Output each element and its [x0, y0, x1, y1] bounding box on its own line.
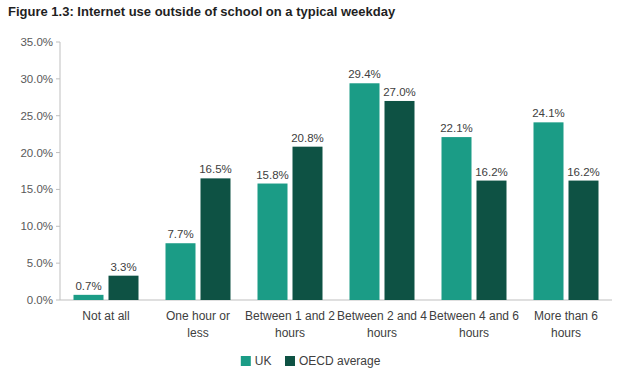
y-tick-label: 20.0% [20, 147, 53, 159]
y-tick [56, 226, 60, 227]
y-tick [56, 189, 60, 190]
x-tick-label: Not at all [82, 309, 129, 323]
x-tick-label-line: Between 4 and 6 [429, 309, 519, 323]
y-tick-label: 30.0% [20, 73, 53, 85]
bar [166, 243, 196, 300]
y-tick-label: 10.0% [20, 220, 53, 232]
data-label: 0.7% [75, 280, 101, 292]
chart-svg: Figure 1.3: Internet use outside of scho… [0, 0, 620, 377]
x-tick-label: Between 2 and 4 hours [337, 309, 427, 340]
x-tick-label-line: less [187, 326, 208, 340]
data-label: 16.2% [567, 166, 600, 178]
data-label: 7.7% [167, 228, 193, 240]
bar [442, 137, 472, 300]
y-tick-label: 15.0% [20, 183, 53, 195]
chart-container: Figure 1.3: Internet use outside of scho… [0, 0, 620, 377]
data-label: 29.4% [348, 68, 381, 80]
y-tick-label: 35.0% [20, 36, 53, 48]
bar [293, 147, 323, 300]
bar [385, 101, 415, 300]
y-tick [56, 263, 60, 264]
y-tick-label: 5.0% [27, 257, 53, 269]
bar [201, 178, 231, 300]
x-tick-label-line: One hour or [166, 309, 230, 323]
data-label: 22.1% [440, 122, 473, 134]
bar [258, 184, 288, 300]
y-tick [56, 115, 60, 116]
bar [534, 122, 564, 300]
y-tick [56, 300, 60, 301]
x-tick-label-line: Between 2 and 4 [337, 309, 427, 323]
bar [74, 295, 104, 300]
y-axis [60, 42, 61, 300]
data-label: 3.3% [110, 261, 136, 273]
y-tick-label: 0.0% [27, 294, 53, 306]
x-tick-label-line: hours [459, 326, 489, 340]
data-label: 16.5% [199, 163, 232, 175]
legend-swatch [285, 356, 295, 366]
y-tick [56, 78, 60, 79]
legend-label: OECD average [299, 354, 381, 368]
bars [74, 83, 599, 300]
y-tick [56, 152, 60, 153]
x-tick-label-line: More than 6 [534, 309, 598, 323]
x-tick-label-line: Not at all [82, 309, 129, 323]
x-tick-label: One hour or less [166, 309, 230, 340]
data-labels: 0.7% 7.7% 15.8% 29.4% 22.1% 24.1% 3.3% 16.5% 20.… [75, 68, 599, 292]
x-tick-label: Between 1 and 2 hours [245, 309, 335, 340]
data-label: 24.1% [532, 107, 565, 119]
data-label: 15.8% [256, 169, 289, 181]
bar [569, 181, 599, 300]
data-label: 16.2% [475, 166, 508, 178]
bar [477, 181, 507, 300]
x-tick-label-line: hours [275, 326, 305, 340]
y-tick-label: 25.0% [20, 110, 53, 122]
title: Figure 1.3: Internet use outside of scho… [8, 4, 396, 19]
legend-swatch [241, 356, 251, 366]
data-label: 20.8% [291, 132, 324, 144]
bar [350, 83, 380, 300]
x-axis [60, 300, 612, 301]
x-tick-label-line: Between 1 and 2 [245, 309, 335, 323]
x-tick-label-line: hours [367, 326, 397, 340]
legend-label: UK [255, 354, 272, 368]
data-label: 27.0% [383, 86, 416, 98]
y-tick [56, 42, 60, 43]
bar [109, 276, 139, 300]
x-tick-label: More than 6 hours [534, 309, 598, 340]
x-tick-label: Between 4 and 6 hours [429, 309, 519, 340]
x-tick-label-line: hours [551, 326, 581, 340]
legend: UK OECD average [241, 354, 381, 368]
